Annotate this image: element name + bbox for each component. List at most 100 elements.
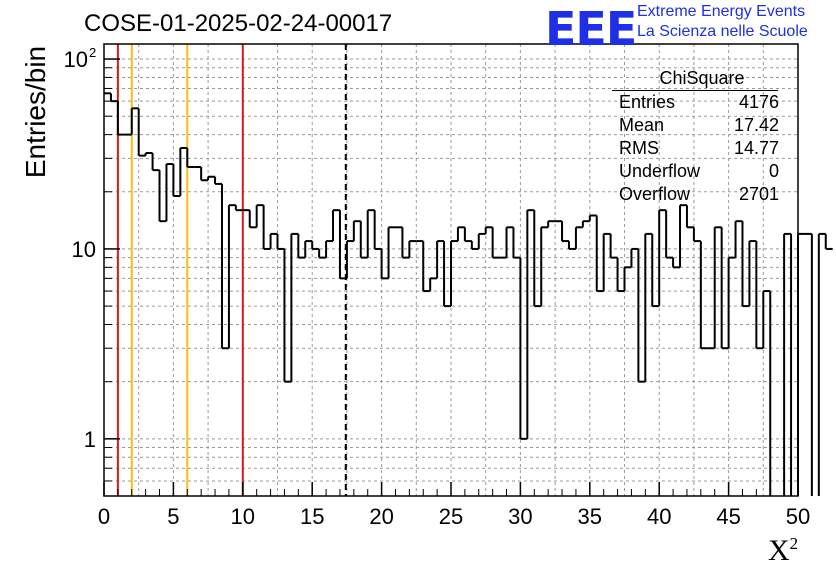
histogram-bin <box>325 240 334 258</box>
x-tick-label: 35 <box>578 504 602 529</box>
histogram-bin <box>561 221 569 243</box>
histogram-bin <box>526 209 535 439</box>
histogram-bin <box>352 220 361 242</box>
histogram-bin <box>332 209 340 242</box>
histogram-bin <box>408 240 417 258</box>
histogram-bin <box>401 227 410 259</box>
histogram-bin <box>824 233 833 250</box>
stats-row-mean: Mean 17.42 <box>619 114 779 137</box>
histogram-bin <box>602 232 611 292</box>
histogram-bin <box>436 240 445 279</box>
y-axis-label: Entries/bin <box>20 45 51 179</box>
x-tick-label: 50 <box>786 504 810 529</box>
histogram-bin <box>519 257 528 440</box>
stats-value: 17.42 <box>733 115 779 135</box>
histogram-bin <box>630 247 639 268</box>
histogram-bin <box>144 152 153 156</box>
histogram-bin <box>283 248 292 383</box>
histogram-bin <box>741 221 750 308</box>
stats-label: Underflow <box>619 161 701 181</box>
x-tick-label: 45 <box>716 504 740 529</box>
x-tick-label: 0 <box>98 504 110 529</box>
stats-value: 0 <box>768 161 779 181</box>
histogram-bin <box>262 205 271 250</box>
histogram-bin <box>220 183 229 350</box>
stats-label: Overflow <box>619 184 691 204</box>
stats-row-underflow: Underflow 0 <box>619 160 779 183</box>
histogram-bin <box>109 93 118 103</box>
histogram-bins <box>104 92 833 496</box>
histogram-bin <box>165 163 174 222</box>
histogram-bin <box>186 148 195 169</box>
logo-line-1: Extreme Energy Events <box>637 3 806 20</box>
histogram-bin <box>470 241 479 250</box>
histogram-bin <box>297 233 306 259</box>
histogram-bin <box>720 227 729 350</box>
stats-value: 14.77 <box>733 138 779 158</box>
histogram-bin <box>727 256 736 349</box>
grid-lines <box>104 44 798 496</box>
histogram-bin <box>130 107 139 135</box>
histogram-bin <box>290 232 299 382</box>
histogram-bin <box>276 233 285 250</box>
stats-row-rms: RMS 14.77 <box>619 137 779 160</box>
histogram-bin <box>387 226 396 279</box>
histogram-bin <box>477 232 486 249</box>
histogram-bin <box>359 221 368 259</box>
histogram-bin <box>116 101 125 136</box>
histogram-bin <box>679 204 687 268</box>
y-tick-label: 10 <box>72 237 96 262</box>
histogram-bin <box>734 220 743 258</box>
histogram-bin <box>692 227 701 243</box>
x-axis-label-sup: 2 <box>789 534 799 553</box>
x-axis-label: X2 <box>768 534 798 568</box>
histogram-bin <box>255 204 264 228</box>
stats-value: 2701 <box>738 184 779 204</box>
histogram-bin <box>512 227 521 259</box>
y-tick-exponent: 2 <box>89 45 96 60</box>
histogram-bin <box>748 240 757 307</box>
histogram-bin <box>304 240 313 258</box>
stats-value: 4176 <box>738 92 779 112</box>
stats-divider <box>612 90 778 91</box>
histogram-bin <box>581 220 590 228</box>
histogram-bin <box>345 240 354 279</box>
histogram-bin <box>533 210 542 308</box>
histogram-bin <box>547 220 556 228</box>
x-axis-label-main: X <box>768 534 790 567</box>
y-tick-label: 10 <box>64 47 88 72</box>
histogram-bin <box>567 241 576 250</box>
histogram-bin <box>380 248 389 280</box>
histogram-bin <box>609 233 618 259</box>
x-tick-label: 20 <box>369 504 393 529</box>
histogram-bin <box>422 241 431 293</box>
histogram-bin <box>637 248 646 383</box>
x-tick-label: 10 <box>231 504 255 529</box>
histogram-bin <box>658 209 667 307</box>
histogram-bin <box>463 227 472 243</box>
y-tick-label: 1 <box>84 427 96 452</box>
histogram-bin <box>817 232 826 496</box>
stats-label: Mean <box>619 115 665 135</box>
x-tick-label: 30 <box>508 504 532 529</box>
chart-title: COSE-01-2025-02-24-00017 <box>84 10 393 37</box>
histogram-bin <box>248 210 257 229</box>
histogram-bin <box>366 209 375 258</box>
histogram-bin <box>234 205 243 212</box>
histogram-bin <box>484 226 493 234</box>
histogram-bin <box>137 108 146 157</box>
histogram-bin <box>672 257 681 269</box>
histogram-bin <box>713 226 722 349</box>
marker-lines <box>116 44 347 496</box>
logo-line-2: La Scienza nelle Scuole <box>637 23 808 40</box>
histogram-bin <box>644 232 653 382</box>
histogram-bin <box>616 257 625 293</box>
histogram-bin <box>685 205 694 229</box>
axis-ticks <box>103 58 799 497</box>
histogram-bin <box>797 232 805 496</box>
histogram-bin <box>338 210 347 280</box>
histogram-bin <box>623 266 632 292</box>
histogram-bin <box>200 167 209 182</box>
